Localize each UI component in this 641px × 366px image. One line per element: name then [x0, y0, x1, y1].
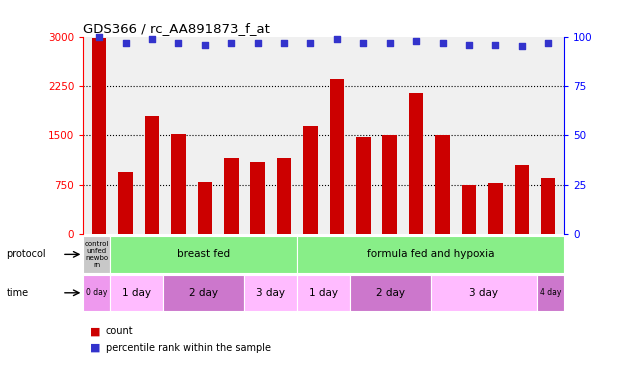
Text: GDS366 / rc_AA891873_f_at: GDS366 / rc_AA891873_f_at — [83, 22, 271, 36]
Text: 2 day: 2 day — [376, 288, 405, 298]
Bar — [409, 93, 424, 234]
Bar — [297, 236, 564, 273]
Point — [200, 42, 210, 48]
Bar — [244, 274, 297, 311]
Point — [253, 40, 263, 45]
Bar — [462, 185, 476, 234]
Text: control
unfed
newbo
rn: control unfed newbo rn — [85, 241, 109, 268]
Point — [437, 40, 447, 45]
Point — [385, 40, 395, 45]
Point — [543, 40, 553, 45]
Text: ■: ■ — [90, 343, 100, 353]
Bar — [303, 126, 318, 234]
Point — [121, 40, 131, 45]
Text: time: time — [6, 288, 29, 298]
Point — [305, 40, 315, 45]
Point — [226, 40, 237, 45]
Bar — [351, 274, 431, 311]
Bar — [92, 38, 106, 234]
Text: breast fed: breast fed — [177, 249, 230, 259]
Bar — [329, 79, 344, 234]
Bar — [145, 116, 159, 234]
Text: 3 day: 3 day — [469, 288, 499, 298]
Bar — [110, 274, 163, 311]
Bar — [435, 135, 450, 234]
Point — [279, 40, 289, 45]
Bar — [515, 165, 529, 234]
Text: percentile rank within the sample: percentile rank within the sample — [106, 343, 271, 353]
Text: 2 day: 2 day — [189, 288, 218, 298]
Bar — [224, 158, 238, 234]
Bar — [110, 236, 297, 273]
Bar — [171, 134, 186, 234]
Text: ■: ■ — [90, 326, 100, 336]
Text: 3 day: 3 day — [256, 288, 285, 298]
Point — [411, 38, 421, 44]
Point — [332, 36, 342, 41]
Bar — [277, 158, 292, 234]
Bar — [488, 183, 503, 234]
Bar — [251, 162, 265, 234]
Point — [147, 36, 157, 41]
Bar — [119, 172, 133, 234]
Bar — [83, 236, 110, 273]
Point — [94, 34, 104, 40]
Text: protocol: protocol — [6, 249, 46, 259]
Bar — [83, 274, 110, 311]
Bar — [297, 274, 351, 311]
Point — [517, 44, 527, 49]
Text: count: count — [106, 326, 133, 336]
Bar — [197, 182, 212, 234]
Bar — [431, 274, 537, 311]
Point — [490, 42, 501, 48]
Bar — [537, 274, 564, 311]
Text: 1 day: 1 day — [122, 288, 151, 298]
Text: 1 day: 1 day — [309, 288, 338, 298]
Point — [464, 42, 474, 48]
Bar — [541, 178, 556, 234]
Bar — [383, 135, 397, 234]
Point — [173, 40, 183, 45]
Bar — [163, 274, 244, 311]
Text: 0 day: 0 day — [86, 288, 108, 297]
Text: 4 day: 4 day — [540, 288, 562, 297]
Text: formula fed and hypoxia: formula fed and hypoxia — [367, 249, 494, 259]
Point — [358, 40, 369, 45]
Bar — [356, 137, 370, 234]
